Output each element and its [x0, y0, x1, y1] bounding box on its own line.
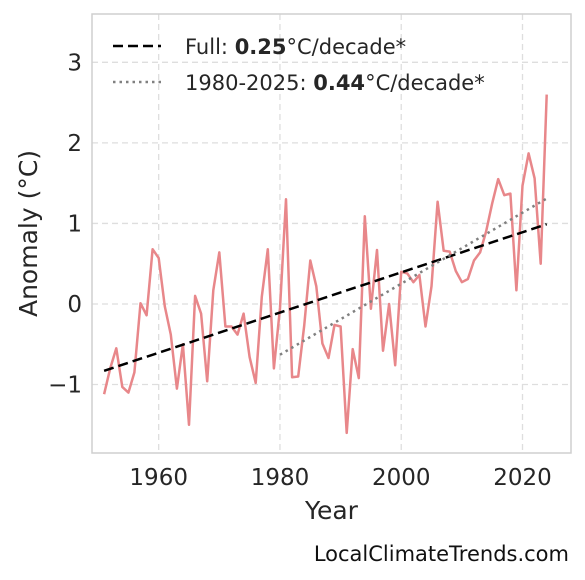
x-tick-label: 2000	[372, 465, 431, 491]
anomaly-series-line	[102, 94, 548, 435]
legend-trend-full: 0.25	[235, 35, 287, 59]
legend-entry-full: Full: 0.25°C/decade*	[185, 35, 406, 59]
trend-line-1980-2025	[279, 197, 548, 356]
y-tick-label: 0	[67, 292, 82, 318]
legend-label-full: Full	[185, 35, 221, 59]
legend-label-1980-2025: 1980-2025	[185, 71, 299, 95]
x-tick-label: 1980	[251, 465, 310, 491]
trend-line-full	[103, 223, 548, 372]
series-layer	[102, 94, 548, 435]
y-axis-label: Anomaly (°C)	[14, 150, 43, 317]
legend-trend-1980-2025: 0.44	[313, 71, 365, 95]
tick-labels: 1960 1980 2000 2020 3 2 1 0 −1	[48, 50, 552, 491]
plot-frame	[91, 13, 572, 454]
y-tick-label: −1	[48, 373, 82, 399]
x-tick-label: 1960	[129, 465, 188, 491]
legend-unit-1980-2025: °C/decade*	[365, 71, 485, 95]
legend-unit-full: °C/decade*	[287, 35, 407, 59]
y-tick-label: 1	[67, 211, 82, 237]
legend: Full: 0.25°C/decade* 1980-2025: 0.44°C/d…	[113, 35, 485, 95]
credit-text: LocalClimateTrends.com	[314, 542, 569, 566]
y-tick-label: 2	[67, 131, 82, 157]
legend-entry-1980-2025: 1980-2025: 0.44°C/decade*	[185, 71, 485, 95]
y-tick-label: 3	[67, 50, 82, 76]
x-tick-label: 2020	[493, 465, 552, 491]
grid-lines	[92, 14, 571, 453]
x-axis-label: Year	[304, 496, 359, 525]
